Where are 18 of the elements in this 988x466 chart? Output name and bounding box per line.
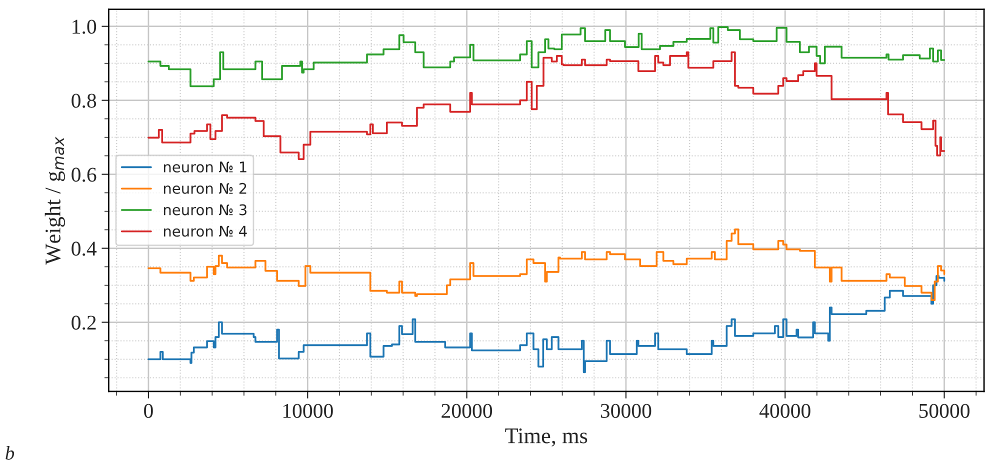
y-tick-label: 0.2 [72, 316, 96, 330]
text: b [6, 446, 14, 460]
legend-label: neuron № 2 [164, 182, 246, 194]
x-tick-label: 40000 [759, 404, 810, 418]
x-axis-title: Time, ms [505, 428, 588, 447]
y-tick-label: 0.6 [72, 168, 96, 182]
x-tick-label: 30000 [600, 404, 652, 418]
y-tick-label: 0.8 [72, 94, 96, 108]
legend-label: neuron № 3 [164, 204, 246, 216]
y-tick-label: 1.0 [72, 20, 96, 34]
legend-label: neuron № 1 [164, 162, 246, 173]
y-axis-title: Weight / g$_{max}$ [44, 136, 66, 265]
x-tick-label: 20000 [442, 404, 492, 418]
y-tick-label: 0.4 [72, 242, 97, 256]
x-tick-label: 10000 [283, 404, 333, 418]
legend-label: neuron № 4 [164, 226, 247, 237]
x-tick-label: 50000 [919, 404, 970, 418]
x-tick-label: 0 [144, 404, 153, 418]
